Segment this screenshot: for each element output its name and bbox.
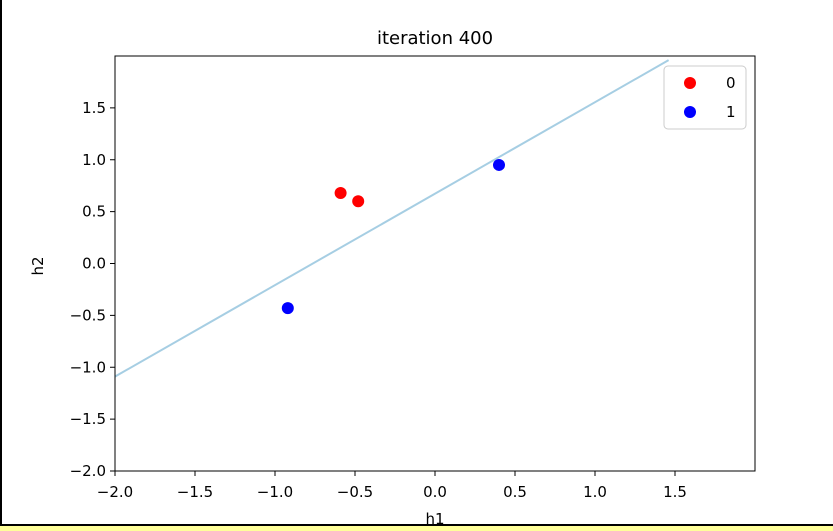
x-tick-label: 0.0 <box>423 483 447 501</box>
window-left-border <box>0 0 2 531</box>
y-tick-label: −2.0 <box>70 462 106 480</box>
y-axis-label: h2 <box>29 256 47 275</box>
data-point-series-0-1 <box>352 195 365 208</box>
legend-label-0: 0 <box>726 74 736 92</box>
x-tick-label: −2.0 <box>97 483 133 501</box>
y-tick-label: −1.5 <box>70 410 106 428</box>
y-tick-label: −0.5 <box>70 306 106 324</box>
x-axis-label: h1 <box>425 510 444 524</box>
y-tick-label: −1.0 <box>70 358 106 376</box>
legend-marker-0 <box>684 77 696 89</box>
x-tick-label: −1.5 <box>177 483 213 501</box>
y-tick-label: 0.5 <box>82 203 106 221</box>
decision-boundary-line <box>115 59 670 378</box>
y-tick-label: 1.5 <box>82 99 106 117</box>
legend: 01 <box>663 65 747 130</box>
data-point-series-1-1 <box>493 158 505 171</box>
x-tick-label: −0.5 <box>337 483 373 501</box>
chart-title: iteration 400 <box>377 28 493 49</box>
data-point-series-0-0 <box>334 186 347 199</box>
x-tick-label: 1.5 <box>663 483 687 501</box>
x-tick-label: −1.0 <box>257 483 293 501</box>
y-tick-label: 1.0 <box>82 151 106 169</box>
plot-frame <box>114 55 756 472</box>
x-tick-label: 0.5 <box>503 483 527 501</box>
y-tick-label: 0.0 <box>82 255 106 273</box>
x-tick-label: 1.0 <box>583 483 607 501</box>
data-point-series-1-0 <box>281 302 294 315</box>
legend-label-1: 1 <box>726 103 736 121</box>
axes: −2.0 −1.5 −1.0 −0.5 0.0 0.5 1.0 1.5 −2.0 −1.5 −1.0… <box>70 55 756 501</box>
bottom-status-strip <box>0 524 833 531</box>
plot-area <box>115 59 670 378</box>
legend-marker-1 <box>684 106 696 118</box>
